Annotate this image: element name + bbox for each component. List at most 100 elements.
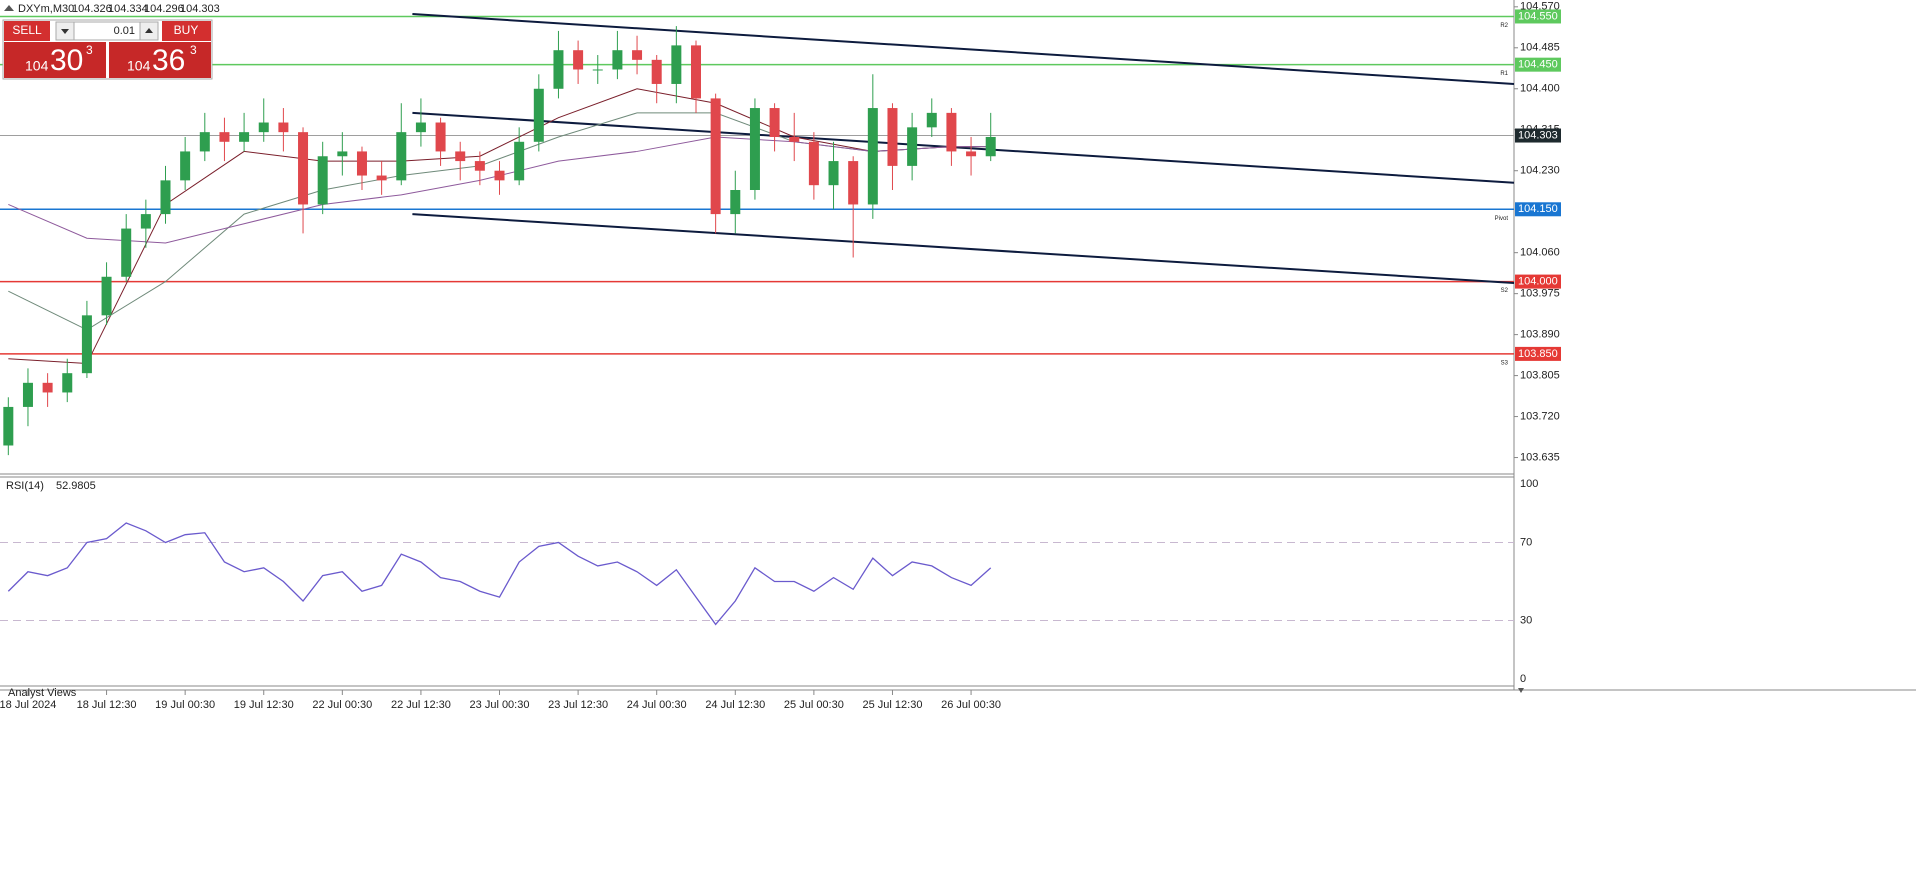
level-box	[1515, 346, 1561, 361]
ask-big: 104	[127, 58, 151, 74]
buy-label[interactable]: BUY	[174, 23, 199, 37]
candle-body	[180, 151, 191, 181]
candle-body	[219, 132, 230, 142]
level-label: 104.550	[1518, 10, 1558, 22]
level-name: S3	[1501, 360, 1509, 366]
rsi-title: RSI(14)	[6, 480, 44, 492]
y-tick-label: 103.635	[1520, 451, 1560, 463]
x-tick-label: 19 Jul 12:30	[234, 699, 294, 711]
rsi-tick-label: 100	[1520, 478, 1538, 490]
x-tick-label: 19 Jul 00:30	[155, 699, 215, 711]
level-label: 104.150	[1518, 203, 1558, 215]
x-tick-label: 23 Jul 00:30	[470, 699, 530, 711]
y-tick-label: 103.890	[1520, 329, 1560, 341]
bid-point: 3	[86, 43, 93, 57]
candle-body	[710, 98, 721, 215]
scroll-icon[interactable]	[1518, 688, 1524, 693]
candle-body	[966, 151, 977, 157]
ask-box[interactable]	[109, 42, 211, 78]
candle-body	[356, 151, 367, 176]
footer-tab[interactable]: Analyst Views	[8, 687, 77, 699]
ask-point: 3	[190, 43, 197, 57]
candle-body	[258, 122, 269, 133]
quote-value: 104.334	[108, 3, 148, 15]
y-tick-label: 103.975	[1520, 288, 1560, 300]
level-name: S2	[1501, 288, 1509, 294]
plot	[0, 13, 1515, 626]
x-tick-label: 23 Jul 12:30	[548, 699, 608, 711]
x-tick-label: 24 Jul 12:30	[705, 699, 765, 711]
rsi-tick-label: 70	[1520, 536, 1532, 548]
bid-big: 104	[25, 58, 49, 74]
ask-pips: 36	[152, 44, 185, 77]
symbol: DXYm,M30	[18, 3, 74, 15]
rsi-tick-label: 30	[1520, 614, 1532, 626]
candle-body	[22, 382, 33, 407]
level-box	[1515, 202, 1561, 217]
candle-body	[907, 127, 918, 166]
y-tick-label: 104.485	[1520, 42, 1560, 54]
bid-box[interactable]	[4, 42, 106, 78]
candle-body	[887, 108, 898, 166]
candle-body	[140, 214, 151, 229]
candle-body	[749, 108, 760, 190]
candle-body	[42, 382, 53, 393]
quote-value: 104.296	[144, 3, 184, 15]
trendline	[412, 111, 1515, 184]
x-tick-label: 22 Jul 00:30	[312, 699, 372, 711]
level-box	[1515, 274, 1561, 289]
sell-button[interactable]	[4, 21, 50, 41]
level-label: 104.000	[1518, 275, 1558, 287]
candle-body	[494, 170, 505, 181]
candle-body	[848, 161, 859, 205]
candle-body	[455, 151, 466, 162]
candle-body	[337, 151, 348, 157]
candle-body	[298, 132, 309, 205]
candle-body	[985, 136, 996, 157]
quote-value: 104.326	[72, 3, 112, 15]
buy-button[interactable]	[162, 21, 211, 41]
candle-body	[435, 122, 446, 152]
rsi-line	[7, 522, 992, 626]
candle-body	[317, 156, 328, 205]
rsi-tick-label: 0	[1520, 673, 1526, 685]
candle-body	[828, 161, 839, 186]
level-name: Pivot	[1495, 216, 1509, 222]
candle-body	[612, 50, 623, 70]
candle-body	[3, 406, 14, 446]
level-name: R1	[1500, 71, 1508, 77]
arrow-icon	[61, 29, 69, 34]
y-tick-label: 104.060	[1520, 247, 1560, 259]
x-tick-label: 18 Jul 2024	[0, 699, 56, 711]
y-tick-label: 103.720	[1520, 410, 1560, 422]
candle-body	[573, 50, 584, 70]
candle-body	[239, 132, 250, 142]
candle-body	[926, 112, 937, 128]
y-tick-label: 104.230	[1520, 165, 1560, 177]
collapse-icon[interactable]	[4, 5, 14, 11]
candle-body	[396, 132, 407, 181]
bid-pips: 30	[50, 44, 83, 77]
sell-label[interactable]: SELL	[12, 23, 42, 37]
candle-body	[160, 180, 171, 215]
quote-value: 104.303	[180, 3, 220, 15]
x-tick-label: 22 Jul 12:30	[391, 699, 451, 711]
y-tick-label: 103.805	[1520, 369, 1560, 381]
candle-body	[632, 50, 643, 60]
y-tick-label: 104.400	[1520, 83, 1560, 95]
candle-body	[690, 45, 701, 99]
x-tick-label: 18 Jul 12:30	[77, 699, 137, 711]
candle-body	[278, 122, 289, 133]
level-label: 104.450	[1518, 59, 1558, 71]
volume[interactable]: 0.01	[114, 25, 135, 37]
candle-body	[376, 175, 387, 181]
candle-body	[671, 45, 682, 84]
trendline	[412, 13, 1515, 85]
level-label: 103.850	[1518, 348, 1558, 360]
candle-body	[121, 228, 132, 277]
candle-body	[592, 69, 603, 71]
candle-body	[553, 50, 564, 89]
trendline	[412, 213, 1515, 285]
